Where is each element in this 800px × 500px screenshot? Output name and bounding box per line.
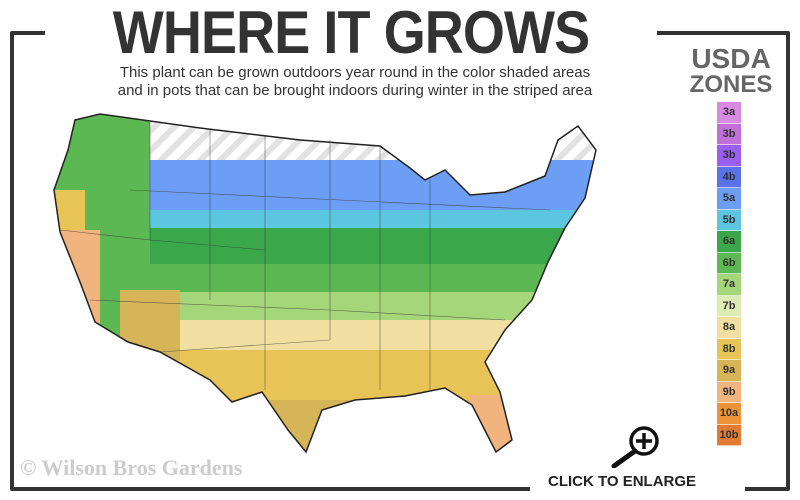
subtitle-line: and in pots that can be brought indoors … — [117, 82, 593, 99]
page-title: WHERE IT GROWS — [112, 0, 590, 66]
legend-swatch-7a: 7a — [717, 274, 741, 296]
legend-title: USDA ZONES — [676, 45, 786, 97]
legend-swatch-9a: 9a — [717, 360, 741, 382]
legend-swatch-3b: 3b — [717, 145, 741, 167]
legend-swatch-8b: 8b — [717, 338, 741, 360]
frame-gap — [530, 476, 745, 492]
legend-title-line: ZONES — [689, 71, 773, 98]
magnifier-plus-icon[interactable] — [608, 422, 664, 468]
frame-gap — [45, 24, 657, 40]
subtitle-line: This plant can be grown outdoors year ro… — [119, 64, 591, 81]
zone-legend: 3a 3b 3b 4b 5a 5b 6a 6b 7a 7b 8a 8b 9a 9b 10a 10b — [717, 102, 741, 446]
legend-swatch-4b: 4b — [717, 166, 741, 188]
subtitle: This plant can be grown outdoors year ro… — [45, 64, 665, 100]
legend-swatch-5a: 5a — [717, 188, 741, 210]
legend-swatch-10b: 10b — [717, 424, 741, 446]
legend-swatch-3a: 3a — [717, 102, 741, 124]
legend-swatch-8a: 8a — [717, 317, 741, 339]
legend-swatch-9b: 9b — [717, 381, 741, 403]
click-to-enlarge-button[interactable]: CLICK TO ENLARGE — [548, 473, 697, 490]
legend-swatch-5b: 5b — [717, 209, 741, 231]
legend-swatch-6b: 6b — [717, 252, 741, 274]
legend-title-line: USDA — [691, 43, 771, 74]
legend-swatch-7b: 7b — [717, 295, 741, 317]
legend-swatch-6a: 6a — [717, 231, 741, 253]
legend-swatch-3b: 3b — [717, 123, 741, 145]
watermark: © Wilson Bros Gardens — [20, 455, 243, 480]
legend-swatch-10a: 10a — [717, 403, 741, 425]
